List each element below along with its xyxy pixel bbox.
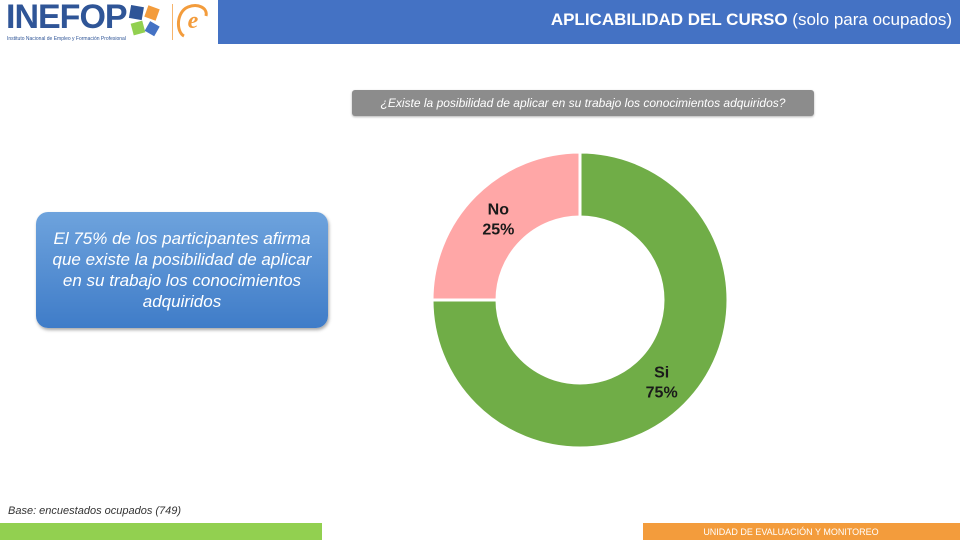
data-label-no: No 25% bbox=[482, 201, 514, 238]
footer-orange-bar bbox=[643, 523, 960, 540]
question-banner: ¿Existe la posibilidad de aplicar en su … bbox=[352, 90, 814, 116]
svg-text:e: e bbox=[188, 8, 199, 34]
logo-subtitle: Instituto Nacional de Empleo y Formación… bbox=[7, 36, 126, 42]
inefop-logo: INEFOP bbox=[6, 0, 128, 36]
footer-label: UNIDAD DE EVALUACIÓN Y MONITOREO bbox=[703, 527, 879, 537]
inefop-emblem-icon bbox=[128, 5, 160, 37]
summary-callout: El 75% de los participantes afirma que e… bbox=[36, 212, 328, 328]
data-label-si: Si 75% bbox=[646, 365, 678, 402]
logo-panel: INEFOP Instituto Nacional de Empleo y Fo… bbox=[0, 0, 218, 44]
donut-slice-no bbox=[430, 150, 582, 302]
page-title: APLICABILIDAD DEL CURSO (solo para ocupa… bbox=[550, 10, 952, 29]
donut-slice-si bbox=[430, 150, 730, 450]
e-logo-icon: e bbox=[172, 4, 208, 40]
donut-chart: No 25% Si 75% bbox=[430, 150, 730, 450]
base-note: Base: encuestados ocupados (749) bbox=[8, 505, 182, 517]
footer-green-bar bbox=[0, 523, 322, 540]
